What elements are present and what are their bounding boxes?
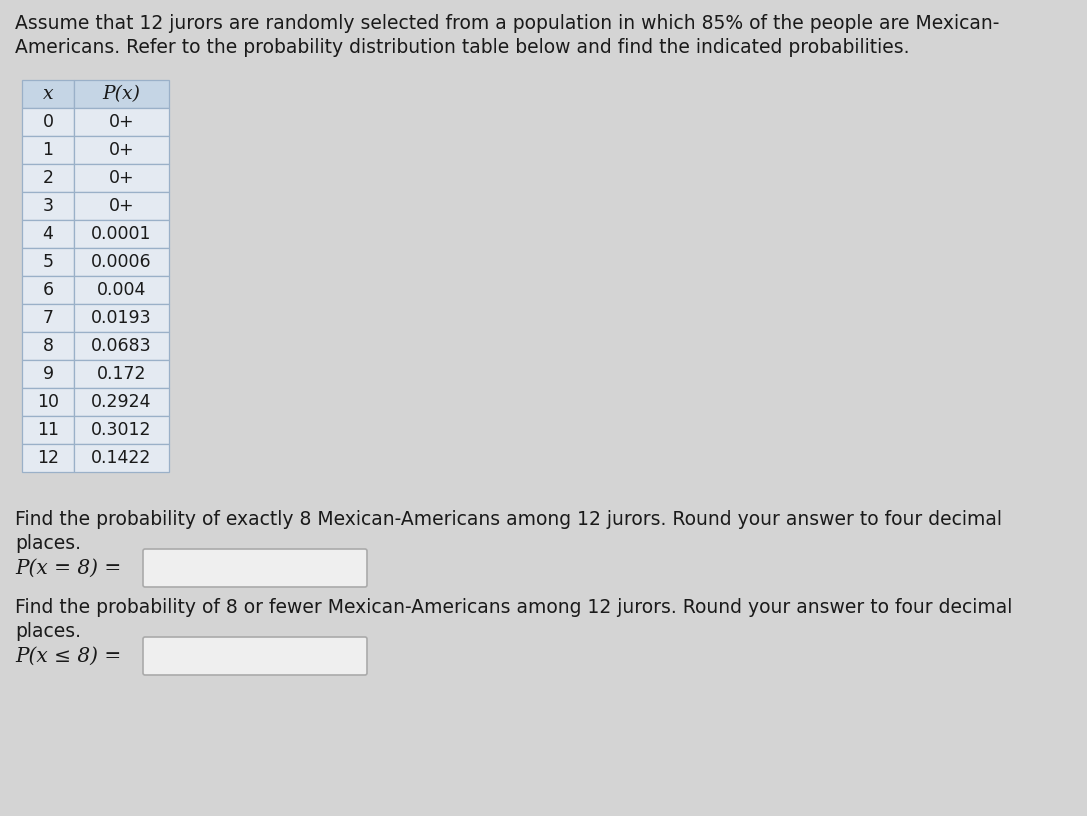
Text: 0.0683: 0.0683 xyxy=(91,337,152,355)
Text: P(x): P(x) xyxy=(102,85,140,103)
Text: Find the probability of 8 or fewer Mexican-Americans among 12 jurors. Round your: Find the probability of 8 or fewer Mexic… xyxy=(15,598,1012,617)
Text: places.: places. xyxy=(15,534,82,553)
Bar xyxy=(22,388,74,416)
Bar xyxy=(74,192,168,220)
FancyBboxPatch shape xyxy=(143,549,367,587)
Bar xyxy=(74,444,168,472)
Bar xyxy=(74,332,168,360)
Bar xyxy=(74,108,168,136)
Bar xyxy=(22,332,74,360)
Bar xyxy=(22,220,74,248)
Text: 0.2924: 0.2924 xyxy=(91,393,152,411)
Text: Assume that 12 jurors are randomly selected from a population in which 85% of th: Assume that 12 jurors are randomly selec… xyxy=(15,14,999,33)
Text: 0.1422: 0.1422 xyxy=(91,449,152,467)
Bar xyxy=(74,304,168,332)
Text: 0+: 0+ xyxy=(109,113,135,131)
Bar xyxy=(22,416,74,444)
Text: P(x = 8) =: P(x = 8) = xyxy=(15,558,122,578)
Text: 0.0001: 0.0001 xyxy=(91,225,152,243)
Text: 8: 8 xyxy=(42,337,53,355)
Bar xyxy=(74,164,168,192)
Text: 0.004: 0.004 xyxy=(97,281,146,299)
Bar xyxy=(74,416,168,444)
Text: 0.172: 0.172 xyxy=(97,365,147,383)
Bar xyxy=(22,248,74,276)
Bar xyxy=(22,108,74,136)
Bar xyxy=(74,80,168,108)
Text: 12: 12 xyxy=(37,449,59,467)
Text: 0.0193: 0.0193 xyxy=(91,309,152,327)
Bar xyxy=(74,220,168,248)
Text: P(x ≤ 8) =: P(x ≤ 8) = xyxy=(15,646,122,666)
Bar xyxy=(74,136,168,164)
Bar xyxy=(74,248,168,276)
Text: x: x xyxy=(42,85,53,103)
Bar xyxy=(22,164,74,192)
Text: 3: 3 xyxy=(42,197,53,215)
Bar xyxy=(22,304,74,332)
Text: 1: 1 xyxy=(42,141,53,159)
Text: 6: 6 xyxy=(42,281,53,299)
Bar xyxy=(74,388,168,416)
Text: places.: places. xyxy=(15,622,82,641)
FancyBboxPatch shape xyxy=(143,637,367,675)
Text: Americans. Refer to the probability distribution table below and find the indica: Americans. Refer to the probability dist… xyxy=(15,38,910,57)
Bar xyxy=(22,360,74,388)
Bar xyxy=(22,444,74,472)
Text: 2: 2 xyxy=(42,169,53,187)
Text: 0.0006: 0.0006 xyxy=(91,253,152,271)
Text: Find the probability of exactly 8 Mexican-Americans among 12 jurors. Round your : Find the probability of exactly 8 Mexica… xyxy=(15,510,1002,529)
Bar xyxy=(74,276,168,304)
Text: 7: 7 xyxy=(42,309,53,327)
Text: 11: 11 xyxy=(37,421,59,439)
Bar xyxy=(22,136,74,164)
Text: 0: 0 xyxy=(42,113,53,131)
Text: 0+: 0+ xyxy=(109,141,135,159)
Bar xyxy=(74,360,168,388)
Text: 0+: 0+ xyxy=(109,169,135,187)
Text: 4: 4 xyxy=(42,225,53,243)
Text: 5: 5 xyxy=(42,253,53,271)
Bar xyxy=(22,80,74,108)
Bar xyxy=(22,276,74,304)
Text: 9: 9 xyxy=(42,365,53,383)
Text: 10: 10 xyxy=(37,393,59,411)
Text: 0+: 0+ xyxy=(109,197,135,215)
Bar xyxy=(22,192,74,220)
Text: 0.3012: 0.3012 xyxy=(91,421,152,439)
